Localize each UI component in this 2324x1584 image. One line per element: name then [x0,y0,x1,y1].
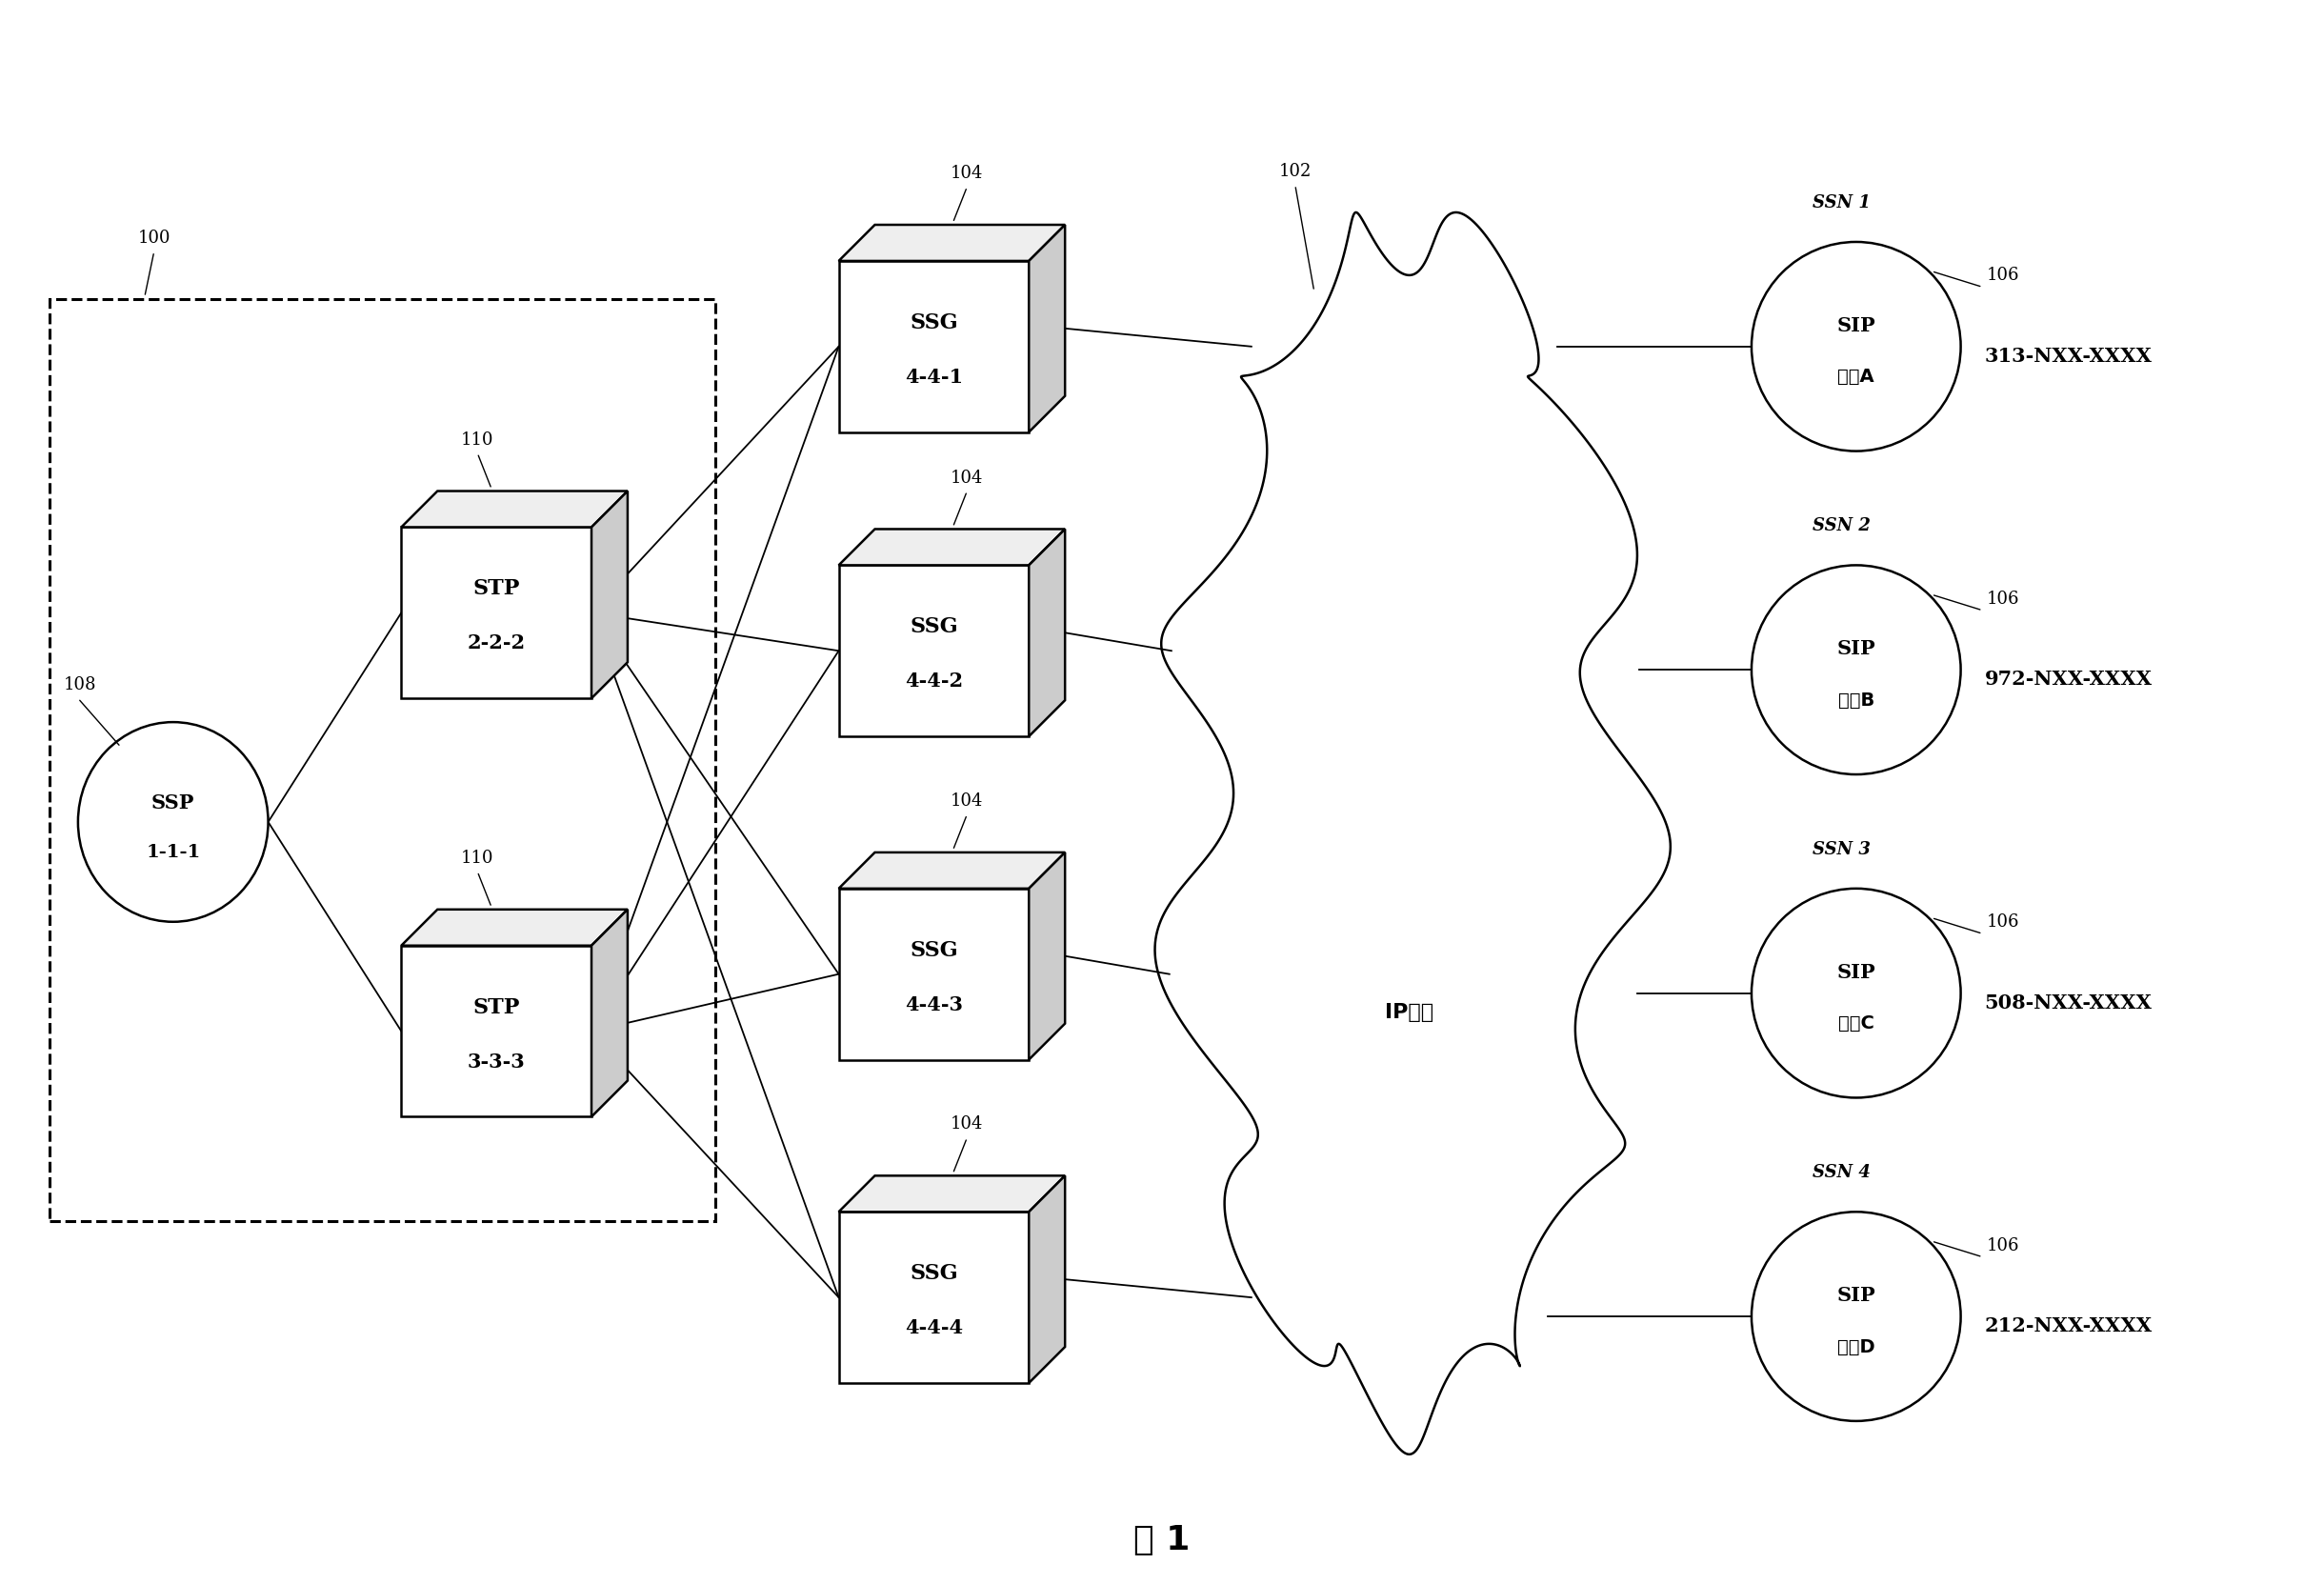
Text: 104: 104 [951,792,983,809]
Polygon shape [839,529,1064,565]
Polygon shape [1155,212,1671,1454]
Text: 节点A: 节点A [1838,367,1875,386]
Polygon shape [839,225,1064,261]
Text: 508-NXX-XXXX: 508-NXX-XXXX [1985,993,2152,1012]
Polygon shape [402,909,627,946]
Polygon shape [839,1175,1064,1212]
Text: 106: 106 [1987,268,2020,284]
Text: 4-4-1: 4-4-1 [904,367,962,386]
Text: SIP: SIP [1836,640,1875,659]
Text: STP: STP [472,578,521,599]
Circle shape [1752,889,1961,1098]
Text: 972-NXX-XXXX: 972-NXX-XXXX [1985,670,2152,689]
Text: 108: 108 [63,676,98,694]
Text: 104: 104 [951,165,983,182]
Text: 102: 102 [1278,163,1311,181]
Text: SSG: SSG [909,312,957,333]
Polygon shape [593,909,627,1117]
Polygon shape [593,491,627,699]
Text: SSG: SSG [909,1262,957,1285]
Text: 100: 100 [137,230,170,247]
Polygon shape [839,852,1064,889]
Text: 节点C: 节点C [1838,1014,1873,1033]
Polygon shape [839,1212,1030,1383]
Text: STP: STP [472,996,521,1019]
Text: 106: 106 [1987,591,2020,608]
Circle shape [1752,565,1961,775]
Text: 104: 104 [951,469,983,486]
Circle shape [1752,1212,1961,1421]
Bar [49,299,716,1221]
Text: SIP: SIP [1836,963,1875,982]
Polygon shape [1030,225,1064,432]
Text: 1-1-1: 1-1-1 [146,844,200,862]
Polygon shape [839,261,1030,432]
Ellipse shape [79,722,267,922]
Polygon shape [402,527,593,699]
Polygon shape [839,889,1030,1060]
Text: 106: 106 [1987,1237,2020,1255]
Text: 2-2-2: 2-2-2 [467,634,525,653]
Text: SSN 2: SSN 2 [1813,518,1871,535]
Text: SIP: SIP [1836,317,1875,336]
Text: 106: 106 [1987,914,2020,931]
Text: SSP: SSP [151,794,195,813]
Polygon shape [1030,852,1064,1060]
Text: 313-NXX-XXXX: 313-NXX-XXXX [1985,347,2152,366]
Text: SIP: SIP [1836,1286,1875,1305]
Text: 节点D: 节点D [1838,1338,1875,1356]
Text: SSG: SSG [909,616,957,637]
Text: 3-3-3: 3-3-3 [467,1052,525,1071]
Text: 4-4-2: 4-4-2 [904,672,962,691]
Text: IP网络: IP网络 [1385,1003,1434,1022]
Text: 节点B: 节点B [1838,691,1875,710]
Polygon shape [1030,1175,1064,1383]
Polygon shape [1030,529,1064,737]
Text: 110: 110 [460,431,493,448]
Text: 4-4-4: 4-4-4 [904,1318,962,1337]
Polygon shape [402,946,593,1117]
Text: SSG: SSG [909,939,957,961]
Text: 104: 104 [951,1115,983,1133]
Text: 212-NXX-XXXX: 212-NXX-XXXX [1985,1316,2152,1335]
Text: 图 1: 图 1 [1134,1524,1190,1555]
Circle shape [1752,242,1961,451]
Text: SSN 4: SSN 4 [1813,1164,1871,1182]
Text: SSN 1: SSN 1 [1813,195,1871,212]
Text: 4-4-3: 4-4-3 [904,995,962,1014]
Text: SSN 3: SSN 3 [1813,841,1871,859]
Polygon shape [402,491,627,527]
Polygon shape [839,565,1030,737]
Text: 110: 110 [460,849,493,866]
